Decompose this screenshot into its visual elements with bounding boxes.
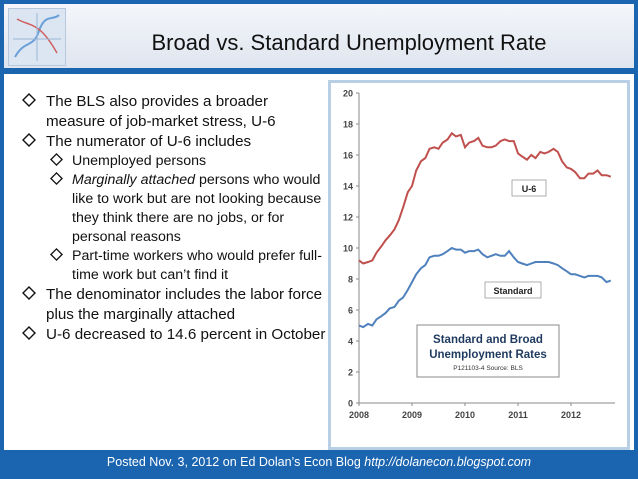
- sub-bullet-item: Part-time workers who would prefer full-…: [16, 247, 331, 285]
- x-tick-label: 2012: [561, 410, 581, 420]
- x-tick-label: 2009: [402, 410, 422, 420]
- diamond-bullet-icon: [22, 326, 36, 340]
- sub-bullet-text: Part-time workers who would prefer full-…: [72, 248, 322, 283]
- x-tick-label: 2011: [508, 410, 528, 420]
- slide-title: Broad vs. Standard Unemployment Rate: [151, 30, 547, 55]
- y-tick-label: 14: [343, 182, 353, 192]
- bullet-item: The denominator includes the labor force…: [16, 285, 331, 325]
- header-divider: [4, 68, 634, 74]
- y-tick-label: 20: [343, 89, 353, 99]
- chart-title-line: Unemployment Rates: [429, 349, 547, 361]
- y-tick-label: 4: [348, 337, 353, 347]
- sub-bullet-item: Marginally attached persons who would li…: [16, 171, 331, 247]
- series-label-u6: U-6: [522, 184, 537, 194]
- y-tick-label: 2: [348, 368, 353, 378]
- chart-title-box: [416, 324, 560, 378]
- footer-url[interactable]: http://dolanecon.blogspot.com: [364, 455, 532, 469]
- logo-graphic: [13, 13, 61, 61]
- diamond-bullet-icon: [22, 93, 36, 107]
- series-label-standard: Standard: [493, 286, 532, 296]
- y-tick-label: 6: [348, 306, 353, 316]
- y-tick-label: 18: [343, 120, 353, 130]
- bullet-text: U-6 decreased to 14.6 percent in October: [46, 326, 326, 343]
- blog-logo-image: [8, 8, 66, 66]
- slide: Broad vs. Standard Unemployment Rate The…: [4, 4, 634, 475]
- sub-bullet-item: Unemployed persons: [16, 152, 331, 171]
- sub-bullet-text: persons who would like to work but are n…: [72, 172, 322, 245]
- slide-header: Broad vs. Standard Unemployment Rate: [4, 4, 634, 68]
- bullet-text: The BLS also provides a broader measure …: [46, 93, 276, 130]
- y-tick-label: 16: [343, 151, 353, 161]
- diamond-bullet-icon: [22, 286, 36, 300]
- y-tick-label: 10: [343, 244, 353, 254]
- footer-text: Posted Nov. 3, 2012 on Ed Dolan’s Econ B…: [106, 455, 361, 469]
- diamond-bullet-icon: [22, 133, 36, 147]
- footer: Posted Nov. 3, 2012 on Ed Dolan’s Econ B…: [4, 450, 634, 475]
- bullet-text: The denominator includes the labor force…: [46, 286, 323, 323]
- series-label-standard-box: [484, 281, 542, 299]
- chart-title-line: Standard and Broad: [433, 334, 543, 346]
- y-tick-label: 0: [348, 399, 353, 409]
- x-tick-label: 2010: [455, 410, 475, 420]
- y-tick-label: 12: [343, 213, 353, 223]
- series-label-u6-box: [511, 179, 547, 197]
- y-tick-label: 8: [348, 275, 353, 285]
- bullet-item: The numerator of U-6 includes: [16, 132, 331, 152]
- slide-content: The BLS also provides a broader measure …: [4, 74, 634, 454]
- x-tick-label: 2008: [349, 410, 369, 420]
- bullet-item: U-6 decreased to 14.6 percent in October: [16, 325, 331, 345]
- bullet-text: The numerator of U-6 includes: [46, 133, 252, 150]
- sub-bullet-text: Unemployed persons: [72, 153, 207, 169]
- chart-subtitle: P121103-4 Source: BLS: [453, 365, 523, 372]
- diamond-bullet-icon: [50, 153, 63, 166]
- diamond-bullet-icon: [50, 248, 63, 261]
- diamond-bullet-icon: [50, 172, 63, 185]
- chart-panel: 0 2 4 6 8 10 12 14 16 18 20 2008 2009 2010 2011 2012 U-6…: [328, 80, 630, 450]
- bullet-item: The BLS also provides a broader measure …: [16, 92, 331, 132]
- unemployment-line-chart: 0 2 4 6 8 10 12 14 16 18 20 2008 2009 2010 2011 2012 U-6…: [343, 89, 615, 420]
- sub-bullet-italic-text: Marginally attached: [72, 172, 196, 188]
- series-line-u-6: [358, 131, 612, 265]
- bullet-list: The BLS also provides a broader measure …: [16, 92, 331, 345]
- series-line-standard: [358, 246, 612, 329]
